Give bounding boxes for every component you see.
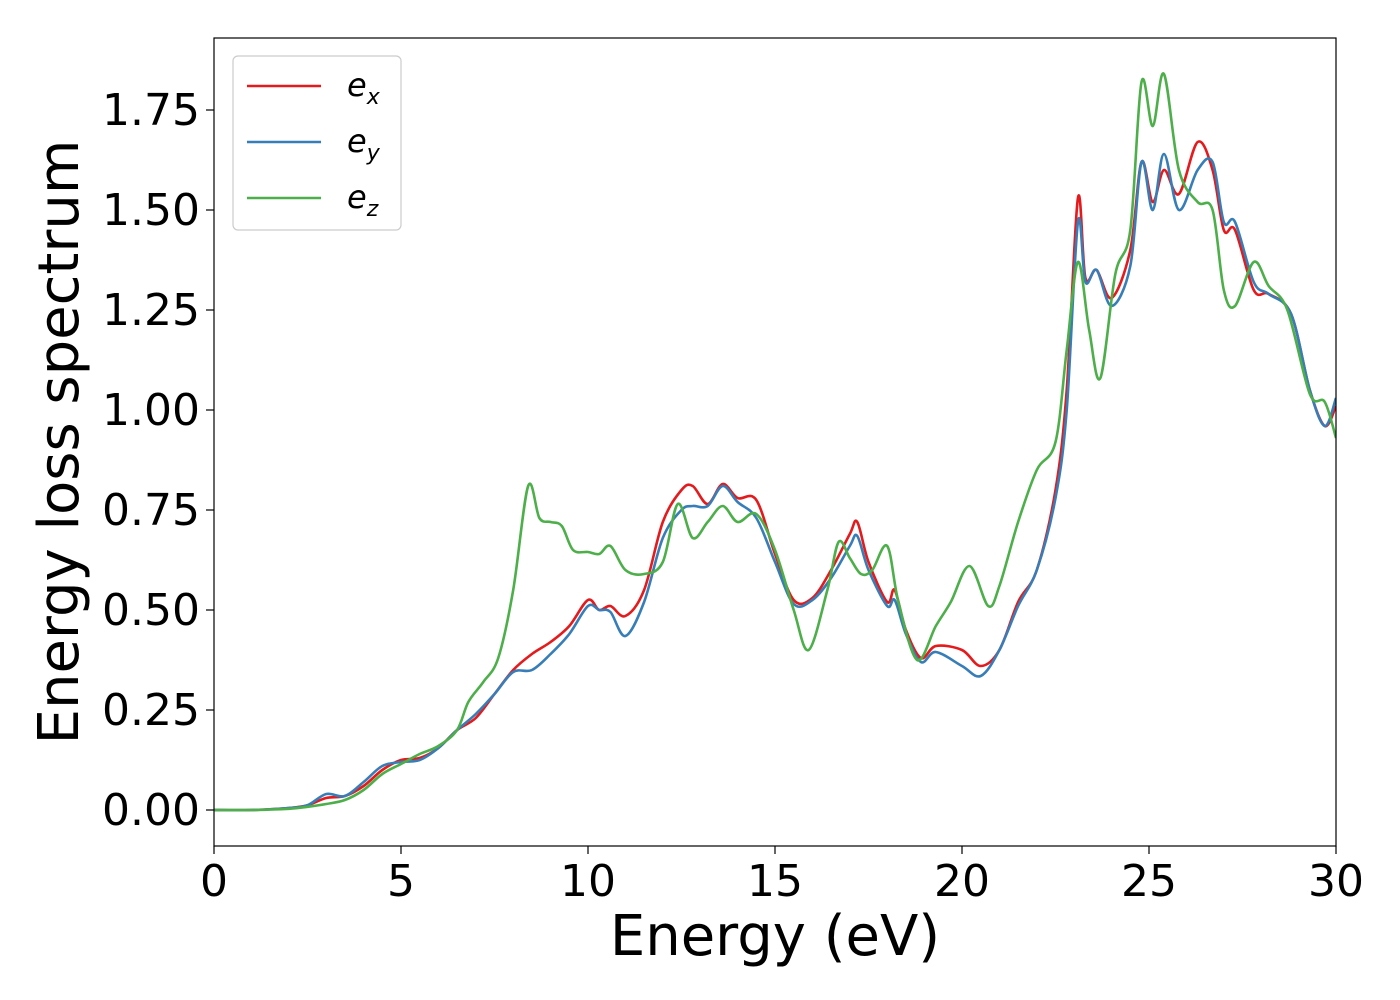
y-tick-label: 1.75 (102, 85, 200, 136)
y-tick-label: 1.00 (102, 385, 200, 436)
x-tick-label: 25 (1121, 856, 1177, 907)
y-tick-label: 1.25 (102, 285, 200, 336)
y-tick-label: 0.00 (102, 785, 200, 836)
y-tick-label: 1.50 (102, 185, 200, 236)
legend-label-base: e (347, 178, 367, 216)
y-axis-label: Energy loss spectrum (27, 140, 92, 745)
y-tick-label: 0.50 (102, 585, 200, 636)
x-tick-label: 5 (387, 856, 415, 907)
legend-label-subscript: z (366, 197, 379, 222)
x-tick-label: 20 (934, 856, 990, 907)
x-tick-label: 0 (200, 856, 228, 907)
series-line-ez (214, 72, 1336, 812)
y-tick-label: 0.25 (102, 685, 200, 736)
series-lines (214, 72, 1336, 812)
series-line-ex (214, 140, 1336, 812)
legend-label-ex: ex (347, 66, 381, 110)
legend-label-base: e (347, 66, 367, 104)
x-tick-label: 15 (747, 856, 803, 907)
legend-label-ez: ez (347, 178, 379, 222)
legend-label-subscript: y (366, 141, 381, 166)
series-line-ey (214, 152, 1336, 812)
x-tick-label: 30 (1308, 856, 1364, 907)
legend-label-ey: ey (347, 122, 381, 166)
y-axis: 0.00 0.25 0.50 0.75 1.00 1.25 1.50 1.75 (102, 85, 214, 836)
x-tick-label: 10 (560, 856, 616, 907)
legend-label-base: e (347, 122, 367, 160)
plot-frame (213, 37, 1337, 847)
y-tick-label: 0.75 (102, 485, 200, 536)
x-axis: 0 5 10 15 20 25 30 (200, 846, 1364, 907)
legend-label-subscript: x (366, 85, 381, 110)
x-axis-label: Energy (eV) (610, 904, 940, 969)
